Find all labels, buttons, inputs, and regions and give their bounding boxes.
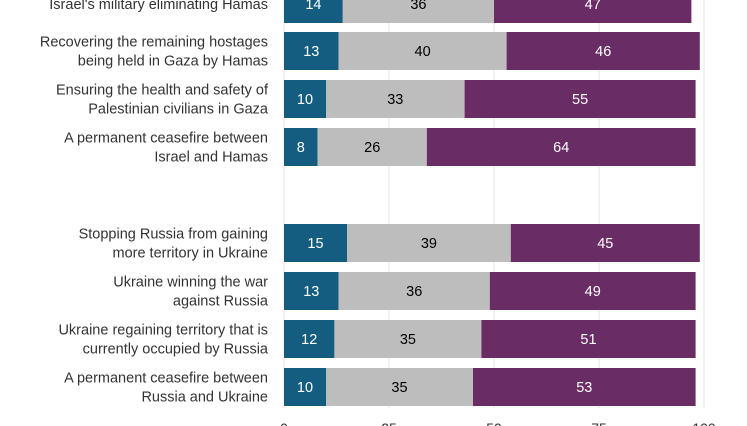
data-label: 53 [576, 380, 592, 396]
bar-segment [284, 272, 339, 310]
data-label: 15 [307, 236, 323, 252]
bar-segment [464, 80, 696, 118]
data-label: 36 [406, 284, 422, 300]
data-label: 64 [553, 140, 569, 156]
category-label: Ensuring the health and safety of [56, 83, 269, 99]
data-label: 45 [597, 236, 613, 252]
bar-segment [338, 32, 507, 70]
data-label: 14 [305, 0, 321, 13]
bar-segment [342, 0, 494, 23]
bar-segment [284, 224, 347, 262]
data-label: 40 [415, 44, 431, 60]
bar-segment [284, 0, 343, 23]
data-label: 49 [585, 284, 601, 300]
bar-segment [284, 32, 339, 70]
category-label: more territory in Ukraine [112, 246, 268, 262]
category-label: A permanent ceasefire between [64, 131, 268, 147]
data-label: 13 [303, 284, 319, 300]
data-label: 35 [400, 332, 416, 348]
category-label: Ukraine regaining territory that is [58, 323, 268, 339]
bar-segment [481, 320, 696, 358]
category-label: Ukraine winning the war [113, 275, 268, 291]
bar-segment [473, 368, 696, 406]
bar-segment [326, 368, 473, 406]
category-label: against Russia [173, 294, 269, 310]
category-label: being held in Gaza by Hamas [78, 54, 268, 70]
category-label: Israel and Hamas [154, 150, 268, 166]
category-label: Palestinian civilians in Gaza [88, 102, 269, 118]
category-label: currently occupied by Russia [83, 342, 269, 358]
category-label: Israel's military eliminating Hamas [49, 0, 268, 13]
bar-segment [338, 272, 490, 310]
data-label: 36 [410, 0, 426, 13]
x-tick-label: 75 [591, 420, 607, 426]
bar-segment [284, 80, 326, 118]
x-tick-label: 100 [692, 420, 716, 426]
data-label: 35 [391, 380, 407, 396]
bar-segment [284, 320, 335, 358]
data-label: 47 [585, 0, 601, 13]
data-label: 55 [572, 92, 588, 108]
bar-segment [489, 272, 696, 310]
bar-segment [317, 128, 427, 166]
bar-segment [347, 224, 511, 262]
x-tick-label: 50 [486, 420, 502, 426]
x-tick-label: 0 [280, 420, 288, 426]
bar-segment [426, 128, 696, 166]
bar-segment [506, 32, 700, 70]
data-label: 10 [297, 380, 313, 396]
bars: 14 36 47 13 40 46 10 33 55 8 26 64 15 39 45 13 36 49 12 35 5… [284, 0, 700, 406]
category-label: Stopping Russia from gaining [79, 227, 268, 243]
bar-segment [284, 128, 318, 166]
x-axis-ticks: 0 25 50 75 100 [280, 420, 716, 426]
category-labels: Israel's military eliminating Hamas Recov… [40, 0, 269, 406]
data-label: 26 [364, 140, 380, 156]
bar-segment [334, 320, 482, 358]
category-label: Russia and Ukraine [141, 390, 268, 406]
bar-segment [510, 224, 700, 262]
data-label: 46 [595, 44, 611, 60]
category-label: A permanent ceasefire between [64, 371, 268, 387]
bar-segment [494, 0, 692, 23]
data-label: 8 [297, 140, 305, 156]
bar-segment [326, 80, 465, 118]
data-label: 39 [421, 236, 437, 252]
data-label: 10 [297, 92, 313, 108]
data-label: 51 [580, 332, 596, 348]
x-tick-label: 25 [381, 420, 397, 426]
bar-segment [284, 368, 326, 406]
data-label: 13 [303, 44, 319, 60]
category-label: Recovering the remaining hostages [40, 35, 268, 51]
data-label: 33 [387, 92, 403, 108]
data-label: 12 [301, 332, 317, 348]
